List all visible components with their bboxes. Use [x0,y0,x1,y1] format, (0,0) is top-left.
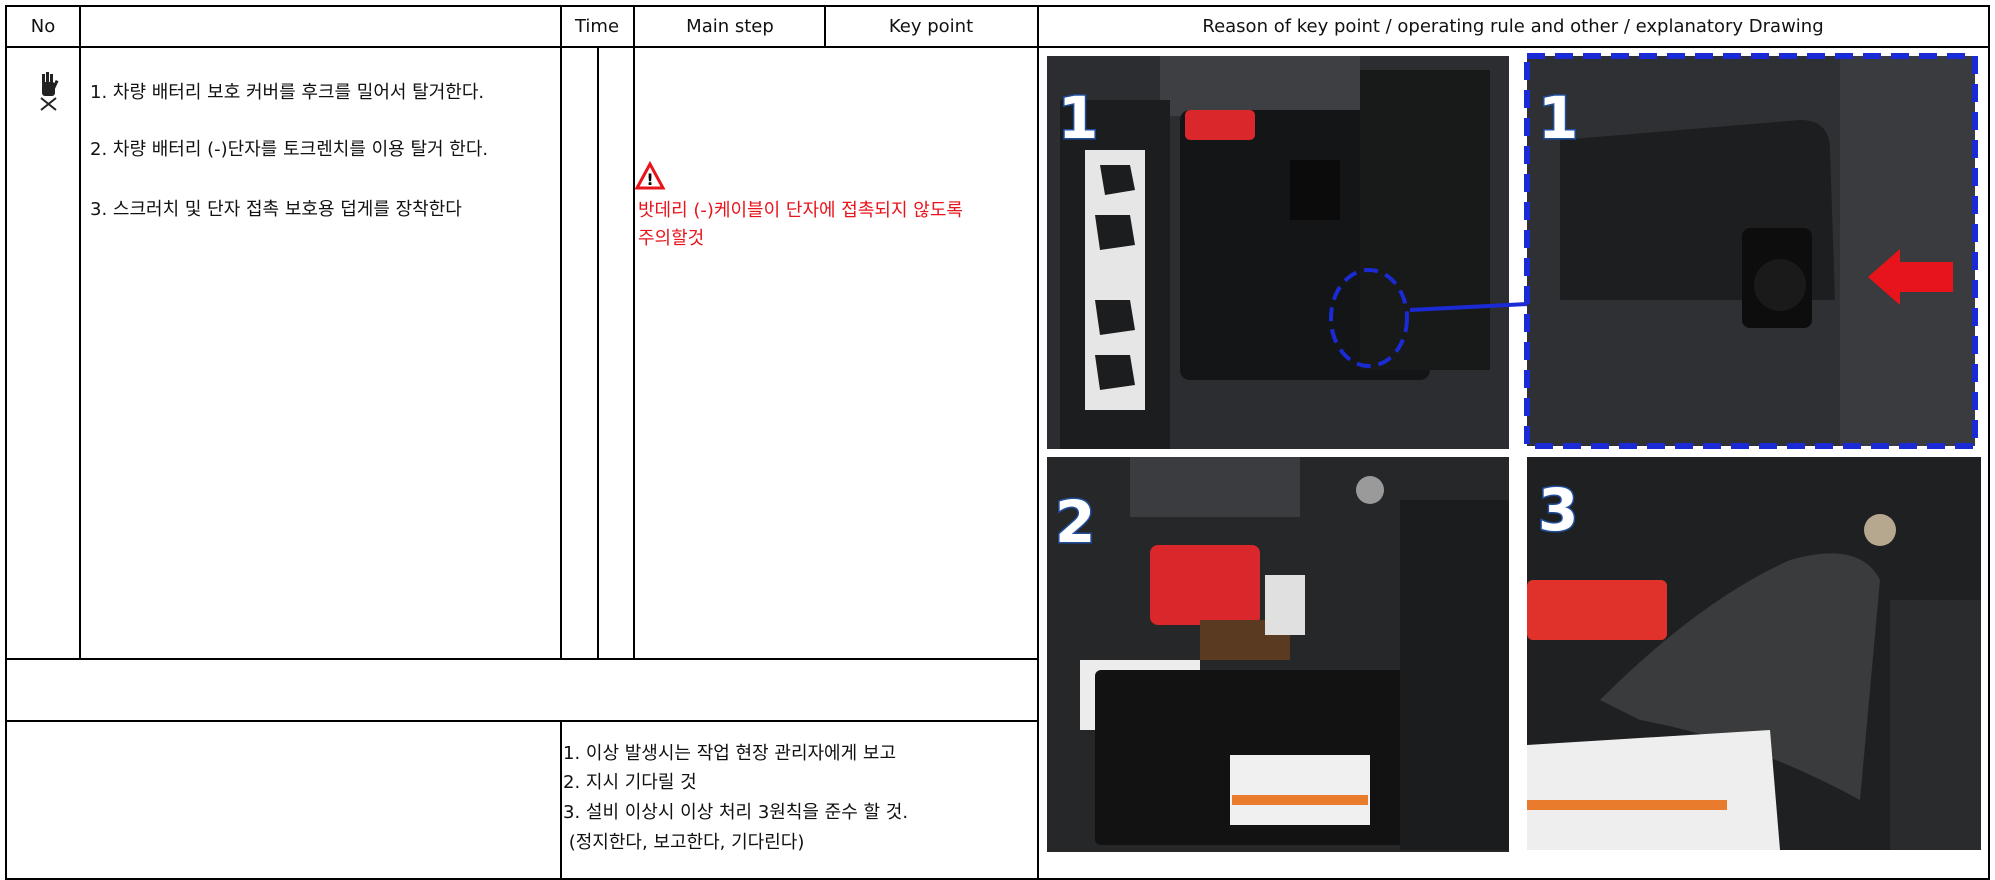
header-key-point: Key point [888,16,974,37]
photo-label: 2 [1055,488,1095,556]
footer-note: 3. 설비 이상시 이상 처리 3원칙을 준수 할 것. [563,802,909,823]
photo-1 [1047,56,1777,449]
photo-label: 1 [1538,84,1578,152]
step: 2. 차량 배터리 (-)단자를 토크렌치를 이용 탈거 한다. [90,139,489,160]
header-no: No [30,16,56,37]
photo-2 [1524,53,1978,449]
photo-4 [1527,457,1981,850]
outer-border [5,5,1990,880]
svg-text:!: ! [646,170,653,189]
footer-note: 2. 지시 기다릴 것 [563,772,697,793]
photo-3 [1047,457,1509,852]
warning-icon: ! [634,160,666,190]
footer-note: 1. 이상 발생시는 작업 현장 관리자에게 보고 [563,743,897,764]
step: 3. 스크러치 및 단자 접촉 보호용 덥게를 장착한다 [90,199,462,220]
key-point-text: 주의할것 [638,228,705,249]
key-point-text: 밧데리 (-)케이블이 단자에 접촉되지 않도록 [638,200,963,221]
header-time: Time [574,16,620,37]
photo-label: 3 [1538,476,1578,544]
header-main-step: Main step [686,16,774,37]
hand-icon [40,72,59,111]
footer-note: (정지한다, 보고한다, 기다린다) [563,832,805,853]
step: 1. 차량 배터리 보호 커버를 후크를 밀어서 탈거한다. [90,82,485,103]
grid [5,5,1990,880]
photo-label: 1 [1058,84,1098,152]
header-reason: Reason of key point / operating rule and… [1202,16,1824,37]
